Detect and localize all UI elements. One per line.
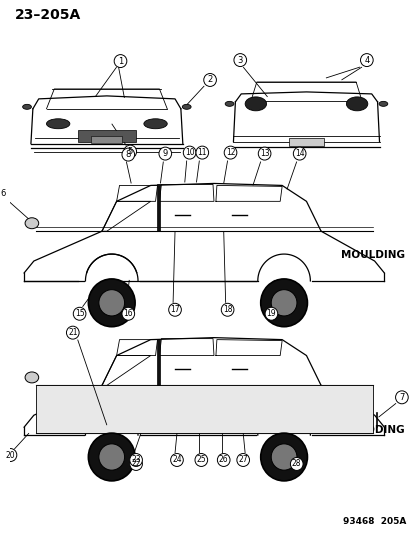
Text: 93468  205A: 93468 205A [342, 516, 406, 526]
Text: 19: 19 [266, 309, 275, 318]
Circle shape [203, 74, 216, 86]
Text: 10: 10 [184, 148, 194, 157]
Circle shape [122, 148, 134, 161]
Text: 11: 11 [197, 148, 206, 157]
Ellipse shape [25, 372, 39, 383]
Text: 14: 14 [294, 149, 304, 158]
Circle shape [114, 54, 126, 68]
Ellipse shape [244, 97, 266, 111]
Circle shape [293, 147, 305, 160]
Text: 7: 7 [398, 393, 404, 402]
Text: 18: 18 [222, 305, 232, 314]
Circle shape [129, 454, 142, 466]
Ellipse shape [23, 104, 31, 109]
Circle shape [195, 454, 207, 466]
Text: 26: 26 [218, 456, 228, 464]
Circle shape [290, 457, 302, 471]
FancyBboxPatch shape [156, 184, 160, 231]
FancyBboxPatch shape [36, 385, 372, 433]
Ellipse shape [225, 101, 233, 107]
Circle shape [123, 145, 136, 158]
Circle shape [195, 146, 208, 159]
Text: 17: 17 [170, 305, 179, 314]
Ellipse shape [144, 119, 167, 129]
Text: MOULDING: MOULDING [340, 250, 404, 260]
Circle shape [236, 454, 249, 466]
Circle shape [122, 308, 134, 320]
Circle shape [99, 444, 124, 470]
Circle shape [4, 449, 17, 462]
Ellipse shape [182, 104, 191, 109]
Ellipse shape [46, 119, 70, 129]
Circle shape [260, 279, 307, 327]
Text: 2: 2 [207, 76, 212, 84]
Text: 24: 24 [172, 456, 181, 464]
Circle shape [258, 147, 270, 160]
Circle shape [224, 146, 236, 159]
Circle shape [0, 187, 9, 200]
Circle shape [168, 303, 181, 316]
Circle shape [73, 308, 86, 320]
Ellipse shape [25, 218, 39, 229]
Text: 12: 12 [225, 148, 235, 157]
Text: CLADDING: CLADDING [343, 425, 404, 435]
FancyBboxPatch shape [91, 136, 122, 143]
Circle shape [360, 54, 372, 67]
Text: 8: 8 [125, 150, 131, 159]
Text: 27: 27 [238, 456, 247, 464]
Circle shape [271, 289, 296, 316]
Text: 6: 6 [0, 189, 5, 198]
Circle shape [159, 147, 171, 160]
Text: 16: 16 [123, 309, 133, 318]
FancyBboxPatch shape [288, 138, 323, 146]
Circle shape [260, 433, 307, 481]
Text: 28: 28 [291, 459, 301, 469]
Text: 23–205A: 23–205A [15, 9, 81, 22]
Text: 22: 22 [131, 459, 140, 469]
FancyBboxPatch shape [156, 338, 160, 385]
Circle shape [271, 444, 296, 470]
FancyBboxPatch shape [78, 130, 136, 142]
Circle shape [183, 146, 195, 159]
Circle shape [221, 303, 233, 316]
Text: 5: 5 [127, 147, 133, 156]
Circle shape [264, 308, 277, 320]
Ellipse shape [346, 97, 367, 111]
Circle shape [88, 279, 135, 327]
Text: 23: 23 [131, 456, 140, 464]
Ellipse shape [378, 101, 387, 107]
Text: 25: 25 [196, 456, 206, 464]
Text: 13: 13 [259, 149, 269, 158]
Circle shape [99, 289, 124, 316]
Circle shape [217, 454, 230, 466]
Text: 9: 9 [162, 149, 168, 158]
Circle shape [129, 457, 142, 471]
Circle shape [170, 454, 183, 466]
Text: 1: 1 [118, 56, 123, 66]
Circle shape [88, 433, 135, 481]
Text: 20: 20 [6, 450, 15, 459]
Text: 3: 3 [237, 55, 242, 64]
Text: 21: 21 [68, 328, 77, 337]
Text: 15: 15 [75, 309, 84, 318]
Circle shape [233, 54, 246, 67]
Text: 4: 4 [363, 55, 368, 64]
Circle shape [66, 326, 79, 339]
Circle shape [394, 391, 407, 404]
